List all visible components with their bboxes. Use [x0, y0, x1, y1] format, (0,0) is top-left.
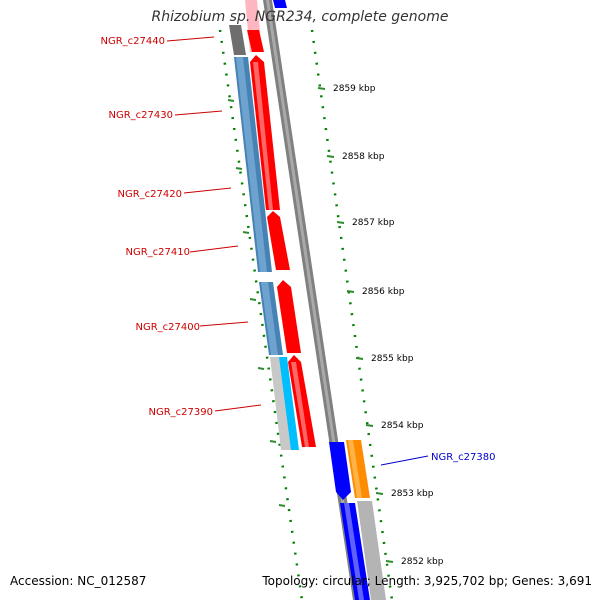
gene-label[interactable]: NGR_c27390 — [149, 407, 214, 418]
scale-tick-mark — [385, 560, 394, 563]
scale-tick-mark — [326, 155, 335, 158]
gene-label[interactable]: NGR_c27380 — [431, 452, 496, 463]
gene-label-leader-line — [199, 321, 249, 327]
gene-label-leader-line — [166, 36, 215, 42]
gene-label-leader-line — [380, 455, 429, 466]
gene-label[interactable]: NGR_c27420 — [118, 189, 183, 200]
feature-cyan — [279, 357, 299, 450]
gene-label[interactable]: NGR_c27440 — [101, 36, 166, 47]
gene-label[interactable]: NGR_c27400 — [136, 322, 201, 333]
scale-tick-label: 2854 kbp — [381, 421, 424, 431]
gene-label-leader-line — [174, 110, 223, 116]
feature-light-gray — [270, 357, 292, 450]
gene-labels: NGR_c27440 NGR_c27430 NGR_c27420 NGR_c27410… — [101, 36, 496, 466]
gc-dots-right — [310, 29, 394, 600]
cds-arrow-3 — [267, 211, 290, 270]
scale-tick-label: 2853 kbp — [391, 489, 434, 499]
scale-tick-label: 2859 kbp — [333, 84, 376, 94]
scale-tick-mark — [317, 87, 326, 90]
cds-blue-1 — [329, 442, 351, 500]
gc-dots-left — [218, 29, 304, 600]
gene-label[interactable]: NGR_c27430 — [109, 110, 174, 121]
scale-tick-label: 2857 kbp — [352, 218, 395, 228]
map-title: Rhizobium sp. NGR234, complete genome — [151, 9, 449, 25]
scale-tick-label: 2856 kbp — [362, 287, 405, 297]
scale-tick-mark — [336, 221, 345, 224]
genome-summary: Topology: circular; Length: 3,925,702 bp… — [262, 574, 592, 588]
gene-label[interactable]: NGR_c27410 — [126, 247, 191, 258]
scale-tick-mark — [346, 290, 355, 293]
gene-label-leader-line — [183, 187, 232, 194]
gc-deviation-ticks — [227, 99, 286, 507]
scale-ticks: 2859 kbp 2858 kbp 2857 kbp 2856 kbp 2855 kbp… — [317, 84, 444, 567]
cds-arrow-4 — [277, 280, 301, 353]
scale-tick-mark — [365, 424, 374, 427]
scale-tick-label: 2852 kbp — [401, 557, 444, 567]
feature-blue-top — [273, 0, 287, 8]
scale-tick-mark — [375, 492, 384, 495]
scale-tick-mark — [355, 357, 364, 360]
feature-gray-bottom — [357, 501, 386, 600]
gene-label-leader-line — [189, 245, 239, 253]
gene-label-leader-line — [214, 404, 262, 412]
cds-arrow-1 — [247, 30, 264, 52]
scale-tick-label: 2858 kbp — [342, 152, 385, 162]
scale-tick-label: 2855 kbp — [371, 354, 414, 364]
accession-text: Accession: NC_012587 — [10, 574, 147, 588]
feature-gray-top — [229, 25, 246, 55]
